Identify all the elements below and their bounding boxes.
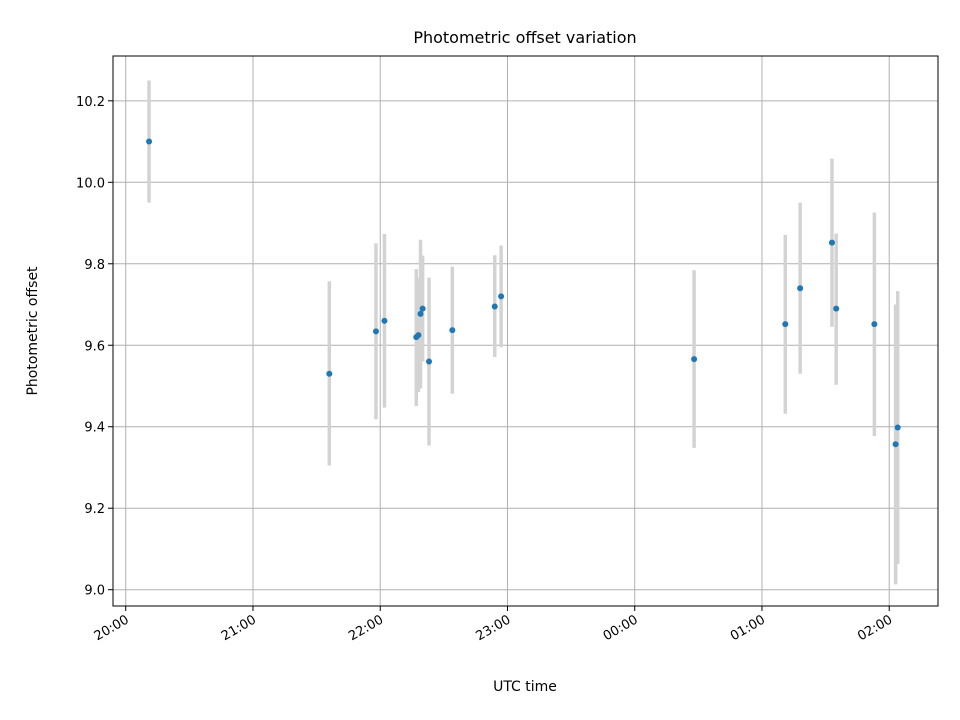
data-point [449, 327, 456, 334]
data-point [491, 303, 498, 310]
data-point [833, 305, 840, 312]
y-tick-label: 9.8 [84, 258, 105, 273]
data-point [372, 328, 379, 335]
data-point [782, 321, 789, 328]
y-tick-label: 9.0 [84, 584, 105, 599]
data-point [426, 358, 433, 365]
y-tick-label: 9.4 [84, 421, 105, 436]
data-point [415, 332, 422, 339]
data-point [894, 424, 901, 431]
y-tick-label: 9.2 [84, 502, 105, 517]
y-tick-label: 9.6 [84, 339, 105, 354]
x-axis-label: UTC time [493, 679, 557, 695]
data-point [691, 356, 698, 363]
data-point [828, 239, 835, 246]
data-point [871, 321, 878, 328]
point-layer [146, 138, 901, 448]
y-tick-label: 10.2 [76, 95, 105, 110]
grid-layer [113, 56, 938, 606]
data-point [326, 370, 333, 377]
data-point [381, 317, 388, 324]
data-point [419, 305, 426, 312]
y-tick-label: 10.0 [76, 176, 105, 191]
data-point [146, 138, 153, 145]
data-point [498, 293, 505, 300]
chart-title: Photometric offset variation [413, 28, 636, 47]
plot-frame [112, 55, 939, 607]
y-axis-label: Photometric offset [25, 266, 41, 396]
data-point [892, 441, 899, 448]
data-point [797, 285, 804, 292]
data-point [417, 310, 424, 317]
